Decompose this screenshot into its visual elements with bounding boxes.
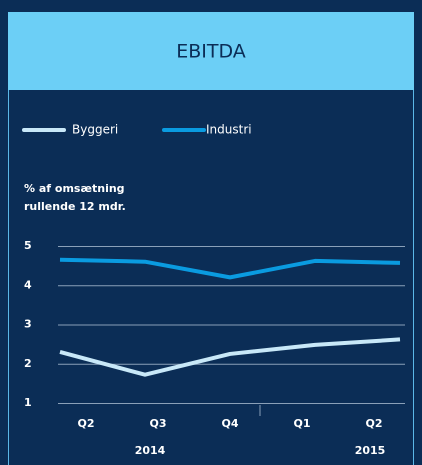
- y-axis-label: % af omsætning: [24, 182, 125, 195]
- y-axis-label: rullende 12 mdr.: [24, 200, 126, 213]
- legend-label: Industri: [206, 123, 252, 137]
- series-line: [59, 257, 401, 280]
- x-tick-label: Q2: [77, 417, 94, 430]
- y-tick-label: 3: [24, 318, 32, 331]
- legend-label: Byggeri: [72, 123, 118, 137]
- y-tick-label: 4: [24, 278, 32, 291]
- x-tick-label: Q4: [221, 417, 238, 430]
- y-tick-label: 2: [24, 357, 32, 370]
- x-tick-label: Q1: [293, 417, 310, 430]
- x-tick-label: Q2: [365, 417, 382, 430]
- x-tick-label: Q3: [149, 417, 166, 430]
- chart-title: EBITDA: [176, 41, 246, 63]
- header-band: [8, 12, 414, 90]
- x-group-label: 2015: [355, 444, 386, 457]
- y-tick-label: 5: [24, 239, 32, 252]
- x-group-label: 2014: [135, 444, 166, 457]
- y-tick-label: 1: [24, 396, 32, 409]
- series-line: [59, 337, 401, 377]
